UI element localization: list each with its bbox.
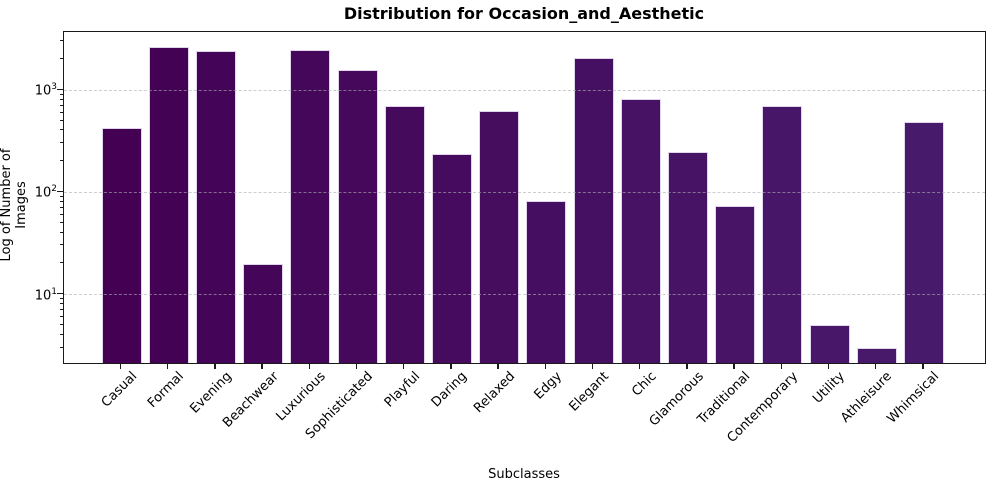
x-tick xyxy=(402,363,405,369)
x-tick-label-formal: Formal xyxy=(145,369,188,411)
y-minor-tick xyxy=(59,315,63,317)
plot-area xyxy=(63,31,986,364)
x-tick-label-daring: Daring xyxy=(429,369,471,411)
y-minor-tick xyxy=(59,244,63,246)
gridline-1000 xyxy=(64,89,985,91)
y-minor-tick xyxy=(59,333,63,335)
y-minor-tick xyxy=(59,231,63,233)
x-tick-label-edgy: Edgy xyxy=(531,369,565,403)
x-tick xyxy=(119,363,122,369)
x-tick xyxy=(827,363,830,369)
y-minor-tick xyxy=(59,119,63,121)
gridline-10 xyxy=(64,293,985,295)
y-minor-tick xyxy=(59,111,63,113)
y-minor-tick xyxy=(59,200,63,202)
bar-chic xyxy=(620,99,661,363)
bar-sophisticated xyxy=(337,70,378,363)
bar-evening xyxy=(195,50,236,363)
x-tick xyxy=(922,363,924,369)
y-minor-tick xyxy=(59,346,63,348)
y-minor-tick xyxy=(59,297,63,299)
y-minor-tick xyxy=(59,195,63,197)
x-tick xyxy=(591,363,594,369)
x-tick xyxy=(733,363,735,369)
x-tick-label-playful: Playful xyxy=(381,369,424,411)
x-tick-label-chic: Chic xyxy=(628,369,660,400)
x-tick xyxy=(638,363,641,369)
x-tick xyxy=(497,363,499,369)
x-tick xyxy=(166,363,169,369)
y-minor-tick xyxy=(59,262,63,264)
y-minor-tick xyxy=(59,98,63,100)
x-tick xyxy=(355,363,358,369)
y-major-tick xyxy=(57,88,63,91)
y-minor-tick xyxy=(59,221,63,223)
x-tick xyxy=(308,363,311,369)
y-minor-tick xyxy=(59,40,63,42)
bar-edgy xyxy=(526,200,567,363)
x-tick xyxy=(544,363,547,369)
bar-formal xyxy=(148,46,189,363)
bar-luxurious xyxy=(290,50,331,363)
bar-playful xyxy=(384,106,425,363)
x-tick-label-elegant: Elegant xyxy=(566,369,613,415)
y-major-tick xyxy=(57,292,63,295)
bar-utility xyxy=(809,325,850,363)
y-major-tick xyxy=(57,190,63,193)
x-tick-label-evening: Evening xyxy=(186,369,235,417)
bar-traditional xyxy=(715,206,756,363)
y-minor-tick xyxy=(59,213,63,215)
y-tick-label: 102 xyxy=(34,184,57,201)
x-tick xyxy=(874,363,877,369)
x-tick-label-relaxed: Relaxed xyxy=(470,369,518,417)
y-tick-label: 101 xyxy=(34,286,57,303)
y-minor-tick xyxy=(59,93,63,95)
bar-contemporary xyxy=(762,106,803,363)
x-tick-label-utility: Utility xyxy=(810,369,849,407)
bar-whimsical xyxy=(903,122,944,363)
y-axis-label: Log of Number of Images xyxy=(0,148,29,262)
y-minor-tick xyxy=(59,129,63,131)
x-tick xyxy=(780,363,783,369)
x-tick-label-casual: Casual xyxy=(98,369,141,411)
bar-athleisure xyxy=(856,348,897,363)
gridline-100 xyxy=(64,191,985,193)
x-tick xyxy=(261,363,263,369)
x-tick xyxy=(450,363,452,369)
x-axis-label: Subclasses xyxy=(488,467,560,482)
x-tick xyxy=(214,363,216,369)
bar-casual xyxy=(101,127,142,363)
y-minor-tick xyxy=(59,58,63,60)
y-minor-tick xyxy=(59,308,63,310)
bar-elegant xyxy=(573,57,614,363)
y-minor-tick xyxy=(59,104,63,106)
bar-glamorous xyxy=(667,151,708,363)
bar-relaxed xyxy=(479,110,520,363)
y-minor-tick xyxy=(59,206,63,208)
bar-daring xyxy=(431,153,472,363)
y-minor-tick xyxy=(59,142,63,144)
x-tick xyxy=(686,363,688,369)
y-tick-label: 103 xyxy=(34,82,57,99)
chart-title: Distribution for Occasion_and_Aesthetic xyxy=(343,4,705,23)
bar-beachwear xyxy=(243,263,284,363)
y-minor-tick xyxy=(59,323,63,325)
y-minor-tick xyxy=(59,303,63,304)
y-minor-tick xyxy=(59,160,63,162)
